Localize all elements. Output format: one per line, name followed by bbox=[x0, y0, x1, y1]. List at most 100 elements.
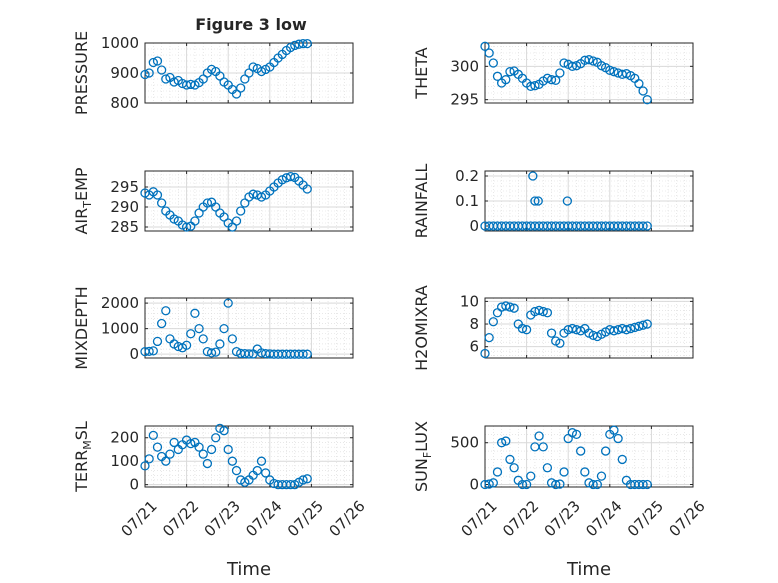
data-point bbox=[488, 58, 498, 68]
axes-frame bbox=[484, 42, 694, 104]
data-point bbox=[592, 479, 602, 490]
x-tick-label: 07/26 bbox=[325, 497, 368, 540]
y-tick-label: 295 bbox=[110, 178, 139, 196]
data-point bbox=[501, 75, 511, 85]
data-point bbox=[186, 438, 196, 449]
data-point bbox=[609, 67, 619, 77]
axes-frame bbox=[484, 297, 694, 359]
data-point bbox=[617, 454, 627, 465]
data-point bbox=[546, 75, 557, 85]
subplot-terr-msl: 0 100 200 TERRMSL 07/2107/2207/2307/2407/250… bbox=[72, 421, 369, 580]
data-point bbox=[227, 456, 238, 466]
data-point bbox=[169, 437, 179, 448]
y-tick-label: 0 bbox=[469, 217, 479, 235]
y-tick-label: 800 bbox=[110, 94, 139, 112]
data-point bbox=[562, 196, 573, 206]
y-axis-label: RAINFALL bbox=[412, 164, 431, 239]
plot-area bbox=[145, 298, 353, 358]
y-tick-label: 2000 bbox=[101, 294, 139, 312]
x-tick-label: 07/25 bbox=[624, 497, 667, 540]
x-tick-label: 07/21 bbox=[117, 497, 160, 540]
y-axis-label: THETA bbox=[412, 47, 431, 99]
data-point bbox=[501, 436, 511, 446]
data-point bbox=[588, 479, 598, 490]
data-point bbox=[559, 58, 569, 68]
data-point bbox=[600, 446, 611, 456]
data-point bbox=[625, 323, 636, 334]
y-axis-label: AIRTEMP bbox=[72, 167, 94, 234]
data-point bbox=[231, 346, 242, 357]
data-point bbox=[546, 328, 557, 338]
data-point bbox=[215, 339, 225, 349]
y-axis-label: TERRMSL bbox=[72, 421, 94, 493]
data-point bbox=[484, 479, 494, 489]
y-axis-label: MIXDEPTH bbox=[72, 286, 91, 369]
y-tick-label: 8 bbox=[469, 315, 479, 333]
y-tick-label: 500 bbox=[450, 434, 479, 452]
x-tick-label: 07/25 bbox=[284, 497, 327, 540]
data-point bbox=[555, 479, 565, 489]
data-point bbox=[302, 184, 312, 194]
data-point bbox=[194, 323, 204, 334]
data-point bbox=[148, 430, 158, 441]
data-point bbox=[642, 221, 652, 231]
x-tick-label: 07/23 bbox=[541, 497, 584, 540]
data-point bbox=[480, 41, 490, 51]
y-axis-label: H2OMIXRA bbox=[412, 285, 431, 371]
y-tick-label: 1000 bbox=[101, 320, 139, 338]
data-point bbox=[186, 329, 196, 339]
data-point bbox=[609, 425, 619, 435]
data-point bbox=[152, 56, 163, 66]
data-point bbox=[567, 323, 578, 334]
data-point bbox=[206, 348, 217, 358]
data-point bbox=[642, 479, 652, 490]
y-tick-label: 285 bbox=[110, 218, 139, 236]
y-tick-label: 200 bbox=[110, 429, 139, 447]
subplot-theta: 295 300 THETA bbox=[412, 41, 694, 109]
data-point bbox=[526, 471, 536, 481]
data-point bbox=[555, 68, 565, 78]
data-point bbox=[302, 474, 312, 484]
data-point bbox=[256, 456, 267, 466]
data-point bbox=[161, 456, 171, 466]
data-point bbox=[156, 318, 167, 329]
y-tick-label: 0 bbox=[129, 345, 139, 363]
data-point bbox=[244, 349, 254, 359]
data-point bbox=[526, 81, 536, 91]
data-point bbox=[538, 442, 548, 452]
x-tick-label: 07/22 bbox=[159, 497, 202, 540]
data-point bbox=[231, 216, 242, 226]
x-tick-label: 07/24 bbox=[582, 497, 625, 540]
data-point bbox=[638, 320, 648, 330]
data-point bbox=[509, 303, 519, 313]
data-point bbox=[161, 306, 171, 316]
data-point bbox=[298, 349, 308, 359]
data-point bbox=[290, 40, 300, 51]
data-point bbox=[505, 302, 515, 312]
subplot-mixdepth: 0 1000 2000 MIXDEPTH bbox=[72, 286, 354, 370]
y-tick-label: 0.1 bbox=[455, 192, 479, 210]
subplot-sun-flux: 0 500 SUNFLUX 07/2107/2207/2307/2407/2507/2… bbox=[412, 421, 709, 580]
data-point bbox=[505, 454, 515, 465]
data-point bbox=[190, 216, 200, 226]
data-point bbox=[227, 334, 238, 344]
data-point bbox=[252, 465, 262, 476]
data-point bbox=[509, 463, 519, 473]
x-tick-label: 07/22 bbox=[499, 497, 542, 540]
data-point bbox=[638, 221, 648, 231]
data-point bbox=[152, 442, 163, 452]
y-tick-label: 290 bbox=[110, 198, 139, 216]
data-point bbox=[488, 478, 498, 488]
data-point bbox=[144, 454, 154, 464]
data-point bbox=[302, 349, 312, 359]
y-tick-label: 100 bbox=[110, 452, 139, 470]
data-point bbox=[219, 323, 229, 334]
y-axis-label: PRESSURE bbox=[72, 31, 91, 115]
data-point bbox=[198, 334, 208, 344]
data-point bbox=[567, 428, 578, 438]
data-point bbox=[223, 444, 233, 455]
data-point bbox=[517, 479, 528, 490]
data-point bbox=[248, 62, 258, 72]
data-point bbox=[285, 171, 296, 182]
